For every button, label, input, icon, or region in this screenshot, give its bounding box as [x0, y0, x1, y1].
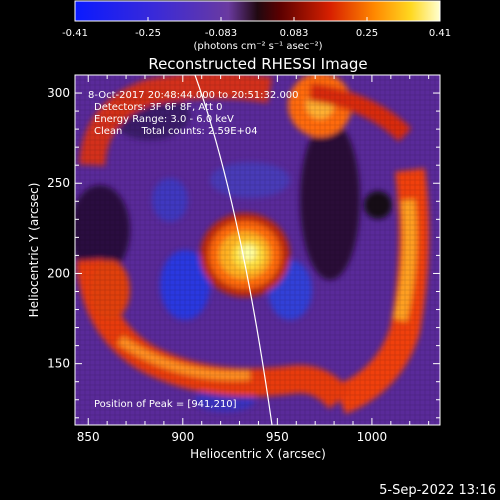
colorbar-tick-label: -0.25 [135, 28, 161, 39]
info-block: 8-Oct-2017 20:48:44.000 to 20:51:32.000 … [88, 90, 299, 137]
plot-frame [74, 74, 441, 426]
y-tick-label: 200 [47, 266, 70, 280]
x-tick-label: 850 [77, 430, 100, 444]
info-energy-range: Energy Range: 3.0 - 6.0 keV [94, 114, 234, 125]
x-tick-label: 950 [266, 430, 289, 444]
colorbar-gradient [74, 0, 441, 22]
y-axis-label: Heliocentric Y (arcsec) [27, 183, 41, 318]
info-time-range: 8-Oct-2017 20:48:44.000 to 20:51:32.000 [88, 90, 299, 101]
colorbar: -0.41 -0.25 -0.083 0.083 0.25 0.41 (photons c… [62, 0, 451, 52]
colorbar-ticks: -0.41 -0.25 -0.083 0.083 0.25 0.41 [62, 17, 451, 39]
x-axis-label: Heliocentric X (arcsec) [190, 447, 326, 461]
colorbar-tick-label: 0.41 [429, 28, 451, 39]
colorbar-tick-label: -0.41 [62, 28, 88, 39]
y-tick-label: 250 [47, 176, 70, 190]
colorbar-tick-label: -0.083 [205, 28, 237, 39]
info-clean-counts: Clean Total counts: 2.59E+04 [94, 126, 258, 137]
peak-position-label: Position of Peak = [941,210] [94, 399, 237, 410]
y-tick-label: 150 [47, 357, 70, 371]
y-axis: 150 200 250 300 [47, 74, 440, 419]
plot-title: Reconstructed RHESSI Image [148, 55, 367, 73]
colorbar-tick-label: 0.25 [356, 28, 378, 39]
colorbar-tick-label: 0.083 [280, 28, 309, 39]
info-detectors: Detectors: 3F 6F 8F, Att 0 [94, 102, 222, 113]
date-stamp: 5-Sep-2022 13:16 [379, 483, 496, 498]
solar-limb-line [194, 75, 273, 425]
y-tick-label: 300 [47, 86, 70, 100]
x-tick-label: 900 [171, 430, 194, 444]
x-tick-label: 1000 [357, 430, 388, 444]
colorbar-units: (photons cm⁻² s⁻¹ asec⁻²) [193, 41, 322, 52]
image-area [75, 75, 440, 425]
x-axis: 850 900 950 1000 [77, 75, 430, 444]
